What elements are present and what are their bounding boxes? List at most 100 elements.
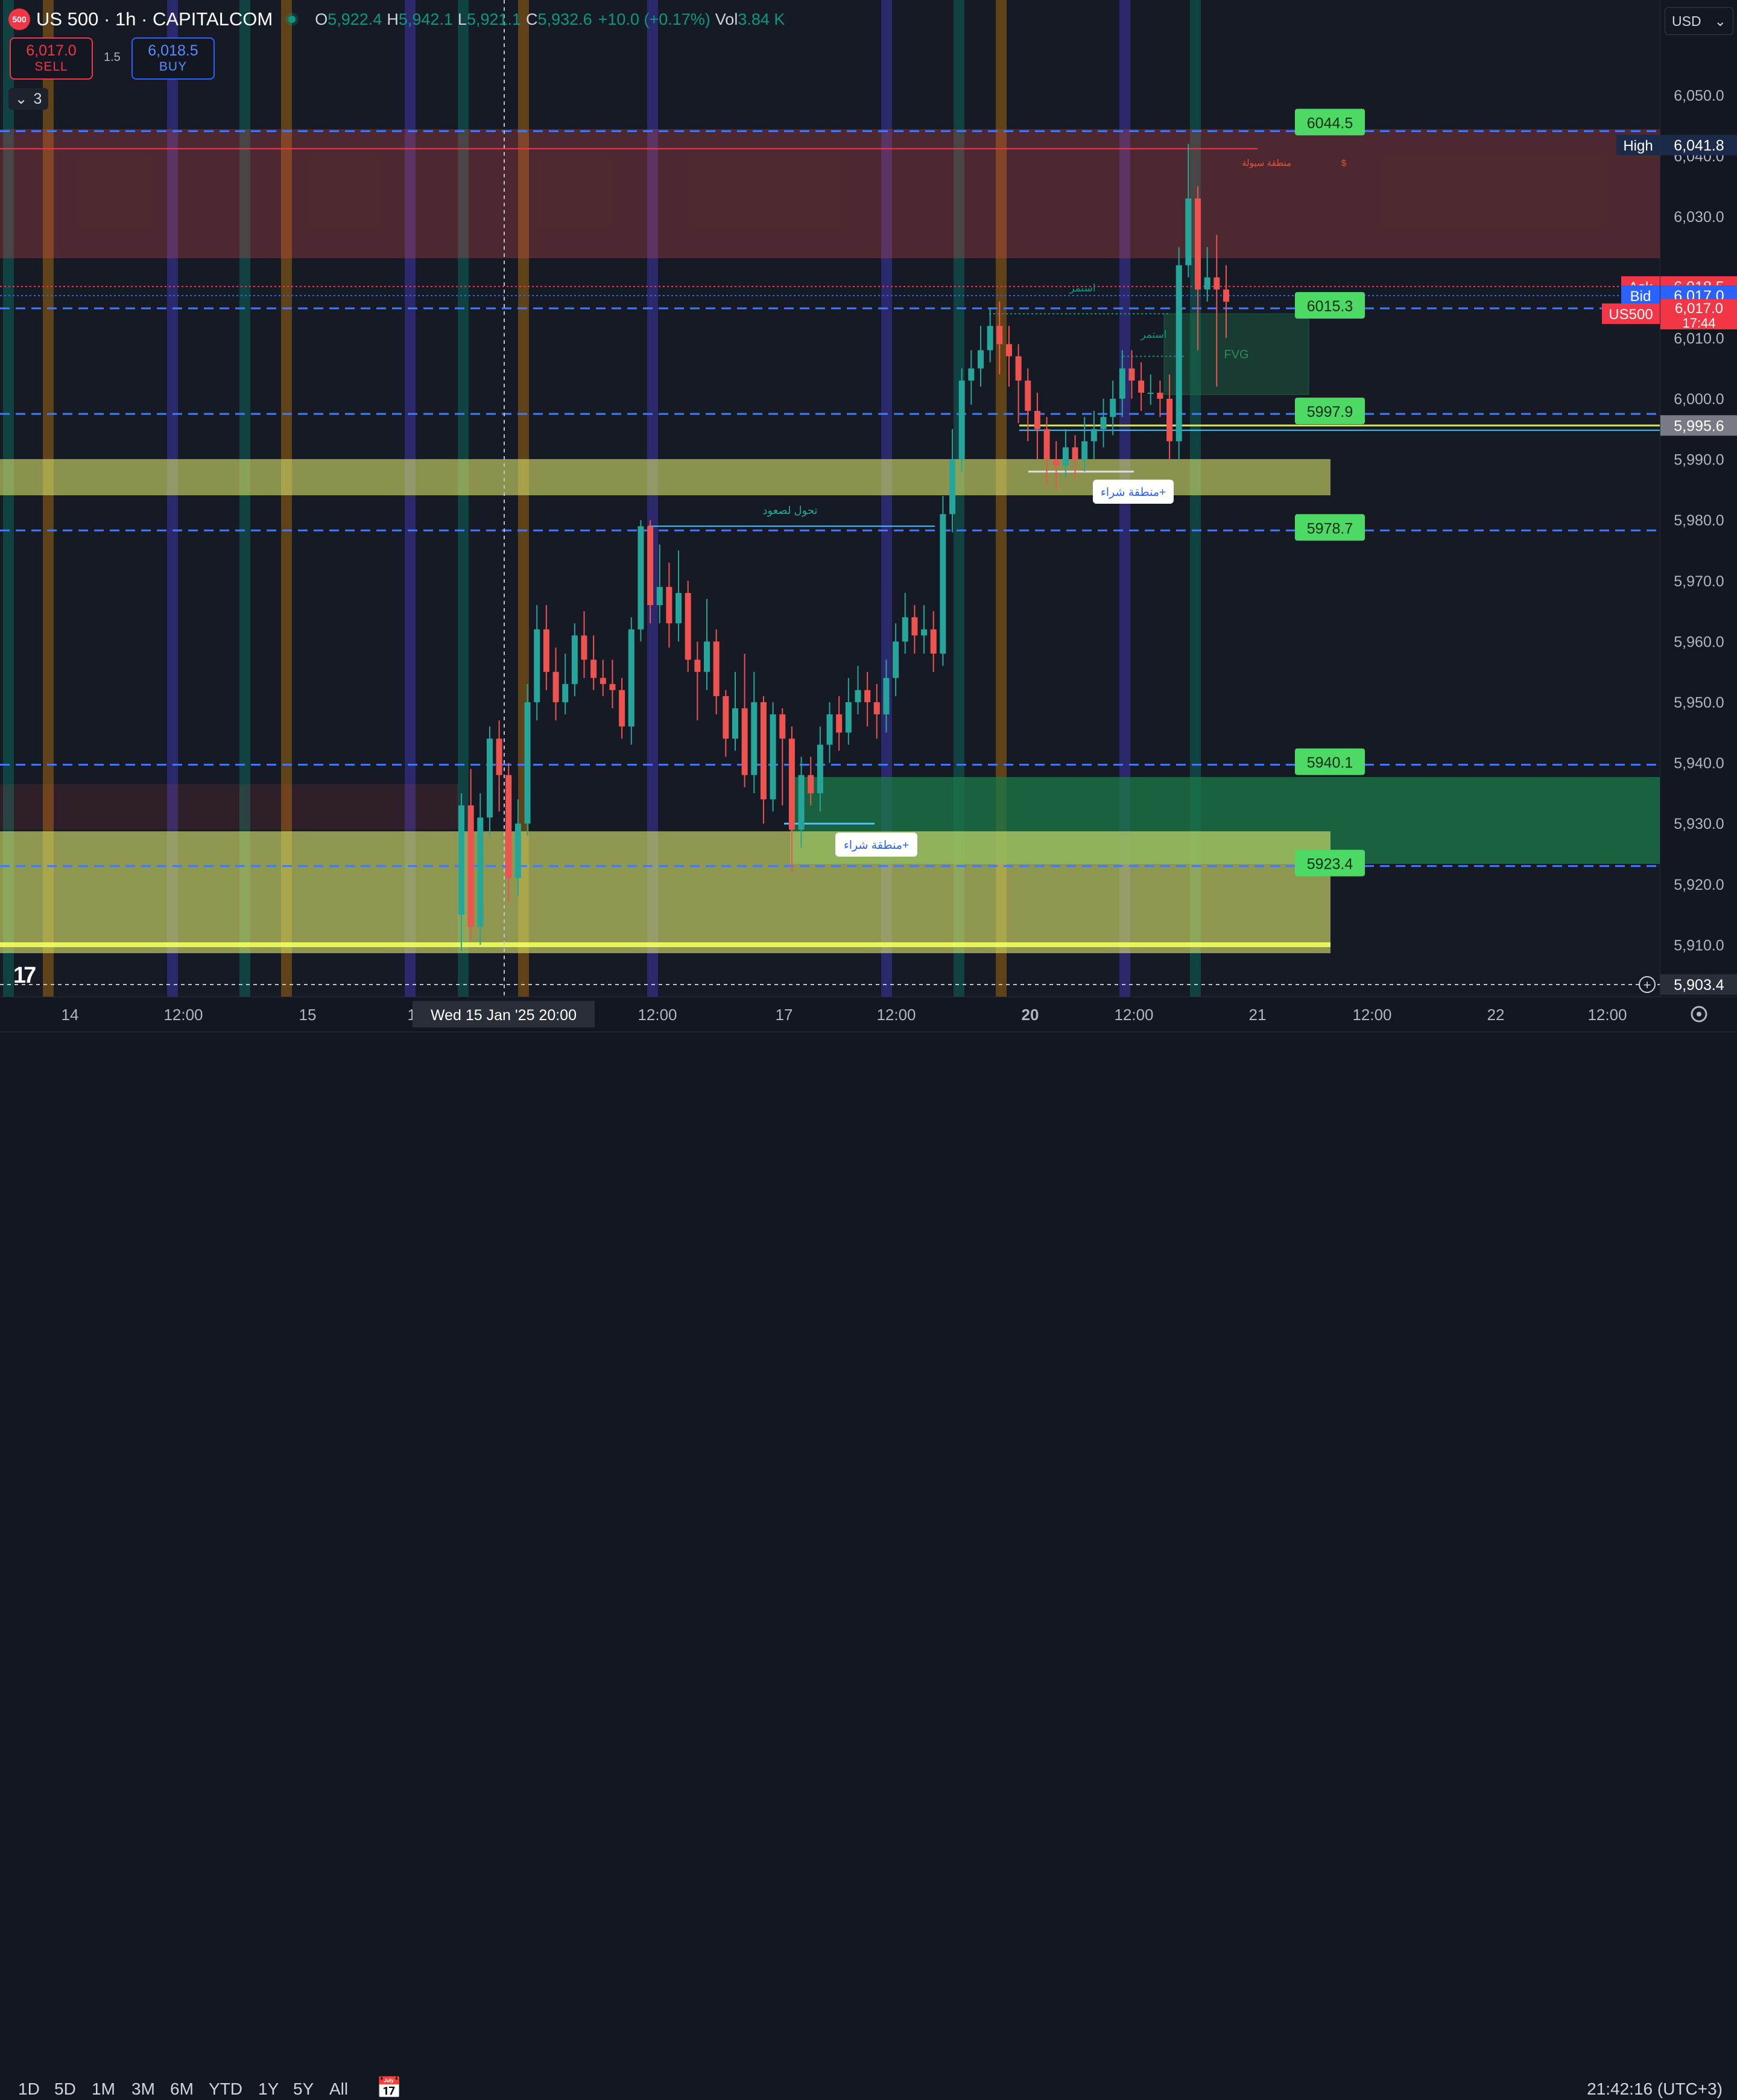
candle (808, 757, 814, 806)
candle-body (571, 635, 578, 684)
fvg-label: FVG (1224, 348, 1248, 361)
symbol-title[interactable]: US 500 · 1h · CAPITALCOM (36, 8, 273, 30)
indicators-collapse-button[interactable]: ⌄ 3 (8, 88, 48, 110)
candle (676, 550, 682, 642)
price-tick-label: 5,950.0 (1674, 694, 1724, 711)
cursor-price-tag-box (1660, 974, 1737, 995)
candle (1147, 374, 1154, 405)
session-band (167, 0, 178, 997)
candle (477, 793, 484, 945)
candle-body (562, 684, 569, 702)
fvg-box (1163, 313, 1309, 395)
time-tick-label: 15 (299, 1006, 317, 1024)
session-band (3, 0, 14, 997)
candle-body (496, 738, 502, 775)
timeframe-button-ytd[interactable]: YTD (209, 2079, 242, 2098)
candle-body (590, 659, 597, 678)
price-tick-label: 5,980.0 (1674, 512, 1724, 529)
level-tag: 6015.3 (1295, 292, 1365, 319)
bid-tag-box (1621, 285, 1660, 306)
symbol-logo-icon: 500 (8, 8, 30, 30)
price-tick-label: 5,960.0 (1674, 633, 1724, 650)
liquidity-zone-label: منطقة سيولة (1242, 158, 1291, 168)
time-tick-label: 17 (776, 1006, 793, 1024)
candle-body (855, 690, 861, 702)
continue-label-1: استمر (1069, 282, 1095, 294)
candle-body (638, 526, 644, 630)
time-tick-label: 14 (62, 1006, 79, 1024)
time-tick-label: 12:00 (1587, 1006, 1627, 1024)
timeframe-button-5y[interactable]: 5Y (293, 2079, 314, 2098)
buy-button[interactable]: 6,018.5 BUY (131, 37, 215, 80)
candle-body (619, 690, 625, 727)
level-tag: 6044.5 (1295, 109, 1365, 136)
candle-body (732, 708, 738, 739)
candle (732, 671, 738, 751)
candle (666, 562, 672, 648)
chevron-down-icon: ⌄ (14, 90, 28, 107)
level-price-tag-box (1660, 415, 1737, 436)
candle (505, 763, 512, 902)
time-tick-label: 22 (1487, 1006, 1505, 1024)
bid-tag: Bid (1621, 285, 1660, 306)
candle-body (1034, 411, 1040, 430)
timeframe-button-1y[interactable]: 1Y (258, 2079, 279, 2098)
timeframe-button-1m[interactable]: 1M (92, 2079, 115, 2098)
candle (873, 684, 880, 739)
timeframe-button-3m[interactable]: 3M (131, 2079, 155, 2098)
currency-select[interactable]: USD ⌄ (1665, 7, 1733, 35)
settings-gear-icon (1691, 1006, 1707, 1023)
date-range-calendar-icon[interactable]: 📅 (376, 2076, 402, 2099)
level-tag-box (1295, 514, 1365, 541)
volume-value: 3.84 K (738, 10, 785, 28)
candle-body (817, 744, 823, 793)
candle (911, 605, 918, 654)
candle (1072, 435, 1078, 478)
candle (543, 605, 549, 690)
candle-body (1025, 380, 1031, 411)
candle-body (873, 702, 880, 715)
candle (996, 302, 1003, 375)
candle (987, 308, 993, 363)
candle-body (845, 702, 852, 733)
price-tick-label: 6,010.0 (1674, 330, 1724, 347)
candle (656, 544, 663, 624)
countdown-value: 17:44 (1682, 316, 1715, 331)
session-band (647, 0, 658, 997)
sell-button[interactable]: 6,017.0 SELL (10, 37, 93, 80)
high-price-tag-value: 6,041.8 (1674, 137, 1724, 154)
timeframe-button-all[interactable]: All (329, 2079, 349, 2098)
level-tag-text: 6044.5 (1307, 115, 1353, 132)
timeframe-button-6m[interactable]: 6M (170, 2079, 194, 2098)
candle-body (486, 738, 493, 818)
candle-body (808, 775, 814, 793)
candle (788, 726, 795, 872)
candle-body (977, 350, 984, 369)
candlestick-chart[interactable]: منطقة سيولة $ استمر استمر FVG تحول لصعود منطقة… (0, 0, 1660, 997)
candle (1128, 350, 1135, 399)
spread-value: 1.5 (104, 51, 121, 64)
candle (571, 623, 578, 696)
candle-body (779, 714, 786, 739)
candle (1185, 144, 1192, 278)
candle-body (458, 805, 464, 915)
low-label: L (457, 10, 467, 28)
time-axis[interactable]: 1412:00151212:001712:002012:002112:00221… (0, 997, 1737, 1032)
level-tag-text: 5997.9 (1307, 404, 1353, 420)
candle (760, 696, 767, 824)
price-axis[interactable]: 6,050.0 6,040.0 6,030.0 6,010.0 6,000.0 5,990… (1660, 0, 1737, 997)
candle-body (987, 326, 993, 351)
candle-body (1110, 399, 1116, 417)
candle-body (600, 677, 606, 684)
time-tick-label: 21 (1249, 1006, 1267, 1024)
candle (958, 368, 965, 472)
candle (977, 326, 984, 387)
buy-zone-tag-2-text: منطقة شراء+ (844, 839, 909, 852)
candle (496, 720, 502, 812)
high-price-tag: 6,041.8 (1660, 135, 1737, 156)
timeframe-button-5d[interactable]: 5D (54, 2079, 76, 2098)
chart-pane[interactable]: منطقة سيولة $ استمر استمر FVG تحول لصعود منطقة… (0, 0, 1660, 997)
clock[interactable]: 21:42:16 (UTC+3) (1587, 2079, 1723, 2098)
timeframe-button-1d[interactable]: 1D (18, 2079, 40, 2098)
